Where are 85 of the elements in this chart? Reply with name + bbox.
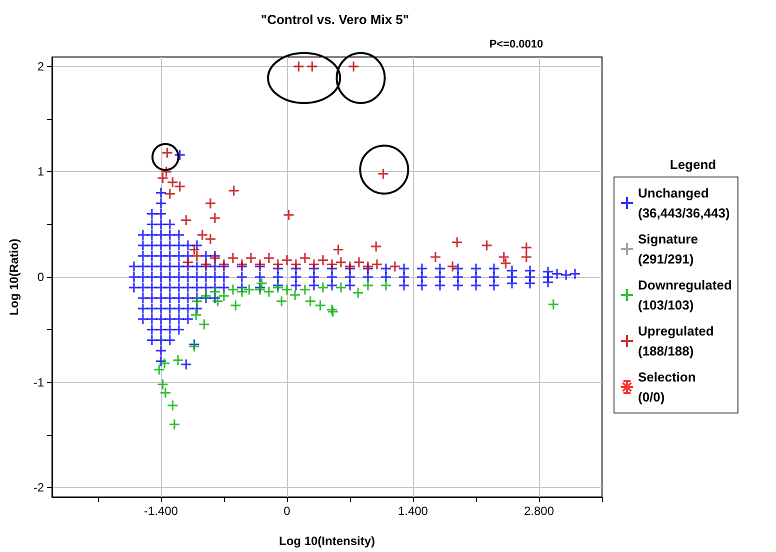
point bbox=[156, 378, 169, 390]
point bbox=[317, 282, 329, 294]
point bbox=[204, 198, 216, 210]
point bbox=[243, 284, 255, 296]
legend-title: Legend bbox=[670, 157, 716, 172]
point bbox=[245, 252, 257, 264]
point bbox=[327, 306, 339, 318]
point bbox=[209, 286, 221, 298]
x-tick-label: 2.800 bbox=[524, 504, 554, 518]
point bbox=[256, 278, 268, 290]
point bbox=[182, 256, 194, 268]
point bbox=[299, 252, 311, 264]
point bbox=[326, 258, 338, 270]
point bbox=[353, 256, 365, 268]
point bbox=[218, 290, 230, 302]
point bbox=[326, 304, 338, 316]
point bbox=[362, 280, 374, 292]
point bbox=[308, 258, 320, 270]
point bbox=[304, 295, 316, 308]
point bbox=[272, 258, 284, 270]
legend-label: Selection (0/0) bbox=[638, 370, 696, 404]
point bbox=[377, 168, 390, 180]
point bbox=[389, 260, 401, 272]
y-tick-label: 2 bbox=[37, 59, 44, 74]
point bbox=[158, 358, 170, 370]
point bbox=[317, 254, 329, 266]
point bbox=[380, 280, 392, 292]
point bbox=[180, 214, 192, 226]
y-tick-label: -2 bbox=[33, 480, 44, 495]
point bbox=[153, 364, 165, 376]
point bbox=[282, 209, 295, 221]
point bbox=[370, 240, 382, 252]
x-axis-title: Log 10(Intensity) bbox=[278, 534, 376, 548]
point bbox=[335, 256, 347, 268]
point bbox=[548, 298, 560, 310]
point bbox=[348, 60, 360, 72]
point bbox=[290, 258, 302, 270]
chart-title: "Control vs. Vero Mix 5" bbox=[260, 12, 410, 27]
text: P<=0.0010 bbox=[489, 38, 544, 50]
point bbox=[198, 318, 210, 330]
point bbox=[227, 284, 239, 296]
point bbox=[430, 251, 442, 263]
point bbox=[191, 295, 203, 308]
point bbox=[335, 282, 347, 294]
point bbox=[292, 60, 304, 72]
point bbox=[314, 300, 326, 312]
y-tick-label: 0 bbox=[37, 270, 44, 284]
point bbox=[168, 418, 180, 430]
point bbox=[520, 242, 532, 254]
point bbox=[332, 244, 344, 256]
point bbox=[263, 286, 275, 298]
point bbox=[480, 240, 493, 252]
point bbox=[212, 295, 224, 308]
point bbox=[352, 286, 364, 299]
legend-label: Unchanged (36,443/36,443) bbox=[638, 186, 730, 220]
point bbox=[230, 300, 242, 312]
point bbox=[166, 400, 178, 412]
point bbox=[371, 258, 383, 270]
point bbox=[160, 166, 172, 178]
x-tick-label: 1.400 bbox=[398, 504, 428, 518]
point bbox=[281, 254, 293, 266]
point bbox=[306, 60, 318, 72]
point bbox=[520, 251, 532, 263]
point bbox=[446, 260, 458, 272]
x-tick-label: 0 bbox=[284, 504, 291, 518]
point bbox=[276, 295, 288, 308]
point bbox=[164, 188, 176, 200]
y-axis-title: Log 10(Ratio) bbox=[7, 238, 21, 316]
point bbox=[172, 354, 184, 366]
point bbox=[227, 252, 239, 264]
legend-label: Upregulated (188/188) bbox=[638, 324, 714, 358]
point bbox=[228, 184, 240, 196]
point bbox=[299, 284, 311, 296]
point bbox=[190, 309, 202, 321]
legend-label: Signature (291/291) bbox=[638, 232, 698, 266]
y-tick-label: 1 bbox=[37, 164, 44, 179]
legend-label: Downregulated (103/103) bbox=[638, 278, 732, 312]
point bbox=[160, 386, 172, 399]
point bbox=[451, 236, 463, 248]
point bbox=[156, 172, 169, 184]
point bbox=[236, 286, 248, 298]
y-tick-label: -1 bbox=[33, 375, 44, 390]
x-tick-label: -1.400 bbox=[144, 504, 178, 518]
point bbox=[263, 252, 275, 264]
point bbox=[209, 212, 221, 224]
